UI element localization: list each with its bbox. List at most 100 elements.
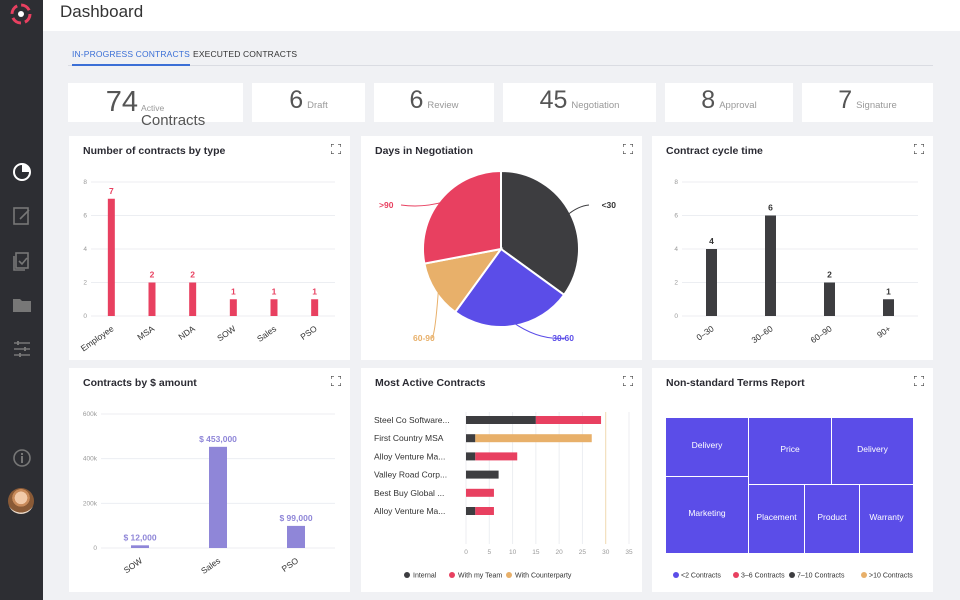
stat-review[interactable]: 6 Review (374, 83, 494, 122)
pie-label: <30 (602, 200, 617, 210)
data-label: 1 (312, 286, 317, 296)
y-tick-label: Alloy Venture Ma... (374, 506, 445, 516)
x-tick-label: 0 (464, 549, 468, 556)
stat-label: Signature (856, 100, 897, 111)
stat-approval[interactable]: 8 Approval (665, 83, 793, 122)
stat-label-small: Active (141, 103, 165, 113)
y-tick-label: 6 (674, 213, 678, 220)
data-label: 2 (150, 270, 155, 280)
bar-segment (475, 452, 518, 461)
chart-non-standard-terms: Delivery Price Delivery Marketing Placement P… (666, 418, 913, 580)
y-tick-label: Steel Co Software... (374, 415, 450, 425)
pie-slice (453, 247, 566, 328)
page-title: Dashboard (60, 2, 144, 21)
stat-value: 8 (701, 86, 716, 114)
x-tick-label: 60–90 (809, 323, 834, 345)
folder-icon[interactable] (11, 294, 33, 316)
bar (311, 299, 319, 316)
card-days-in-negotiation: Days in Negotiation <30 30-60 60-90 >90 (361, 136, 642, 360)
y-tick-label: 4 (83, 246, 87, 253)
stat-draft[interactable]: 6 Draft (252, 83, 365, 122)
bar-segment (535, 416, 602, 424)
stat-signature[interactable]: 7 Signature (802, 83, 933, 122)
edit-document-icon[interactable] (11, 205, 33, 227)
user-avatar[interactable] (8, 488, 34, 514)
bar-segment (475, 434, 592, 443)
y-tick-label: 4 (674, 246, 678, 253)
x-tick-label: 10 (509, 549, 517, 556)
y-tick-label: 600k (83, 411, 98, 418)
pie-label: 60-90 (413, 333, 435, 343)
y-tick-label: 8 (674, 179, 678, 186)
info-icon[interactable] (11, 447, 33, 469)
documents-check-icon[interactable] (11, 250, 33, 272)
pie-slice (500, 169, 580, 297)
stat-active-contracts[interactable]: 74 Active Contracts (68, 83, 243, 128)
bar-segment (466, 470, 499, 479)
treemap-cell (805, 485, 859, 553)
stat-negotiation[interactable]: 45 Negotiation (503, 83, 656, 122)
bar (270, 299, 278, 316)
leader-line (512, 321, 567, 339)
legend-label: With Counterparty (515, 573, 572, 580)
chart-contract-cycle-time: 0 2 4 6 8 4 0–30 6 30–60 2 60–90 1 90+ (674, 179, 918, 345)
y-tick-label: 8 (83, 179, 87, 186)
stat-label: Negotiation (571, 100, 620, 111)
legend-marker (733, 572, 739, 578)
stat-label: Contracts (141, 111, 206, 129)
sidebar (0, 0, 43, 600)
bar (229, 299, 237, 316)
app-logo[interactable] (8, 1, 34, 27)
treemap-label: Product (817, 512, 847, 522)
y-tick-label: 2 (83, 280, 87, 287)
y-tick-label: Valley Road Corp... (374, 470, 447, 480)
stat-value: 74 (105, 86, 139, 118)
card-contract-cycle-time: Contract cycle time 0 2 4 6 8 4 0–30 6 30–60 2 60–… (652, 136, 933, 360)
chart-days-in-negotiation: <30 30-60 60-90 >90 (379, 169, 617, 343)
card-title: Non-standard Terms Report (666, 377, 805, 389)
y-tick-label: First Country MSA (374, 433, 444, 443)
card-title: Most Active Contracts (375, 377, 486, 389)
page-header: Dashboard (43, 0, 960, 31)
data-label: 1 (886, 286, 891, 296)
tab-in-progress-contracts[interactable]: IN-PROGRESS CONTRACTS (72, 49, 190, 66)
legend-marker (861, 572, 867, 578)
bar-segment (466, 434, 476, 443)
data-label: 7 (109, 186, 114, 196)
bar (209, 446, 227, 548)
legend-label: With my Team (458, 573, 502, 580)
x-tick-label: SOW (122, 555, 144, 575)
bar-segment (466, 488, 494, 497)
x-tick-label: 90+ (875, 323, 893, 339)
chart-most-active-contracts: 0 5 10 15 20 25 30 35 Steel Co Software... First … (374, 412, 633, 580)
data-label: 1 (272, 286, 277, 296)
pie-slice (422, 169, 502, 265)
dashboard-pie-icon[interactable] (11, 161, 33, 183)
bar (883, 299, 894, 316)
treemap-label: Price (780, 444, 800, 454)
x-tick-label: Sales (255, 323, 278, 343)
data-label: 6 (768, 203, 773, 213)
treemap-cell (749, 485, 804, 553)
treemap-cell (832, 418, 913, 484)
stat-value: 7 (838, 86, 853, 114)
bar (706, 249, 717, 316)
card-title: Number of contracts by type (83, 145, 226, 157)
bar (131, 545, 149, 548)
settings-sliders-icon[interactable] (11, 338, 33, 360)
x-tick-label: Employee (79, 323, 116, 353)
stat-label: Approval (719, 100, 757, 111)
card-contracts-by-type: Number of contracts by type 0 2 4 6 8 7 Employ… (69, 136, 350, 360)
x-tick-label: 15 (532, 549, 540, 556)
x-tick-label: SOW (215, 323, 237, 343)
treemap-label: Delivery (857, 444, 888, 454)
chart-contracts-by-type: 0 2 4 6 8 7 Employee 2 MSA 2 NDA 1 SOW 1 Sales 1 PSO (79, 179, 335, 353)
treemap-label: Marketing (688, 508, 726, 518)
bar (287, 525, 305, 548)
legend-label: 7–10 Contracts (797, 573, 845, 580)
x-tick-label: NDA (176, 323, 197, 342)
leader-line (400, 201, 445, 207)
data-label: $ 453,000 (199, 434, 237, 444)
tab-executed-contracts[interactable]: EXECUTED CONTRACTS (193, 49, 298, 59)
legend-marker (449, 572, 455, 578)
